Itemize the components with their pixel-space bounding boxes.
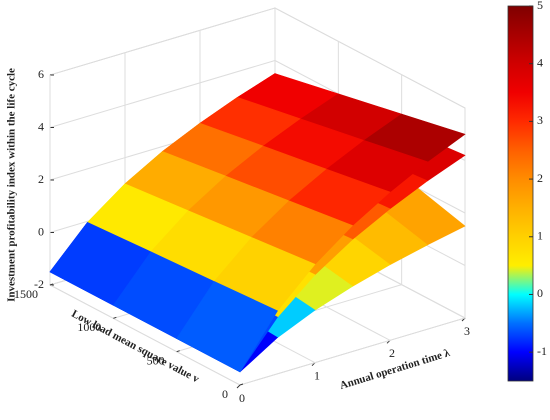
z-tick-label: 6 xyxy=(38,67,44,81)
x-tick-label: 3 xyxy=(464,324,470,338)
tick-mark xyxy=(113,316,117,319)
grid-line xyxy=(274,7,466,109)
y-tick-label: 500 xyxy=(147,353,165,367)
grid-line xyxy=(49,60,276,128)
z-tick-label: -2 xyxy=(34,277,44,291)
tick-mark xyxy=(236,384,241,389)
colorbar-tick-label: 1 xyxy=(537,229,543,243)
colorbar-tick-label: -1 xyxy=(537,344,547,358)
colorbar-tick-label: 4 xyxy=(537,55,543,69)
x-axis-label: Annual operation time λ xyxy=(338,347,452,392)
tick-mark xyxy=(49,283,54,286)
colorbar xyxy=(507,5,534,382)
tick-mark xyxy=(239,383,244,386)
colorbar-tick-label: 0 xyxy=(537,286,543,300)
colorbar-tick-label: 3 xyxy=(537,113,543,127)
y-tick-label: 1000 xyxy=(77,320,101,334)
y-tick-label: 0 xyxy=(222,387,228,401)
x-tick-label: 1 xyxy=(314,368,320,382)
x-tick-label: 2 xyxy=(389,346,395,360)
z-tick-label: 4 xyxy=(38,119,44,133)
grid-line xyxy=(49,284,241,386)
surface-patch xyxy=(176,281,278,373)
z-axis-label: Investment profitability index within th… xyxy=(6,68,18,302)
z-tick-label: 0 xyxy=(38,224,44,238)
z-tick-label: 2 xyxy=(38,172,44,186)
grid-line xyxy=(49,7,276,76)
tick-mark xyxy=(176,350,180,353)
colorbar-tick-label: 5 xyxy=(537,0,543,12)
grid-line xyxy=(239,317,466,386)
colorbar-tick-label: 2 xyxy=(537,171,543,185)
x-tick-label: 0 xyxy=(239,391,245,405)
y-tick-label: 1500 xyxy=(14,287,38,301)
